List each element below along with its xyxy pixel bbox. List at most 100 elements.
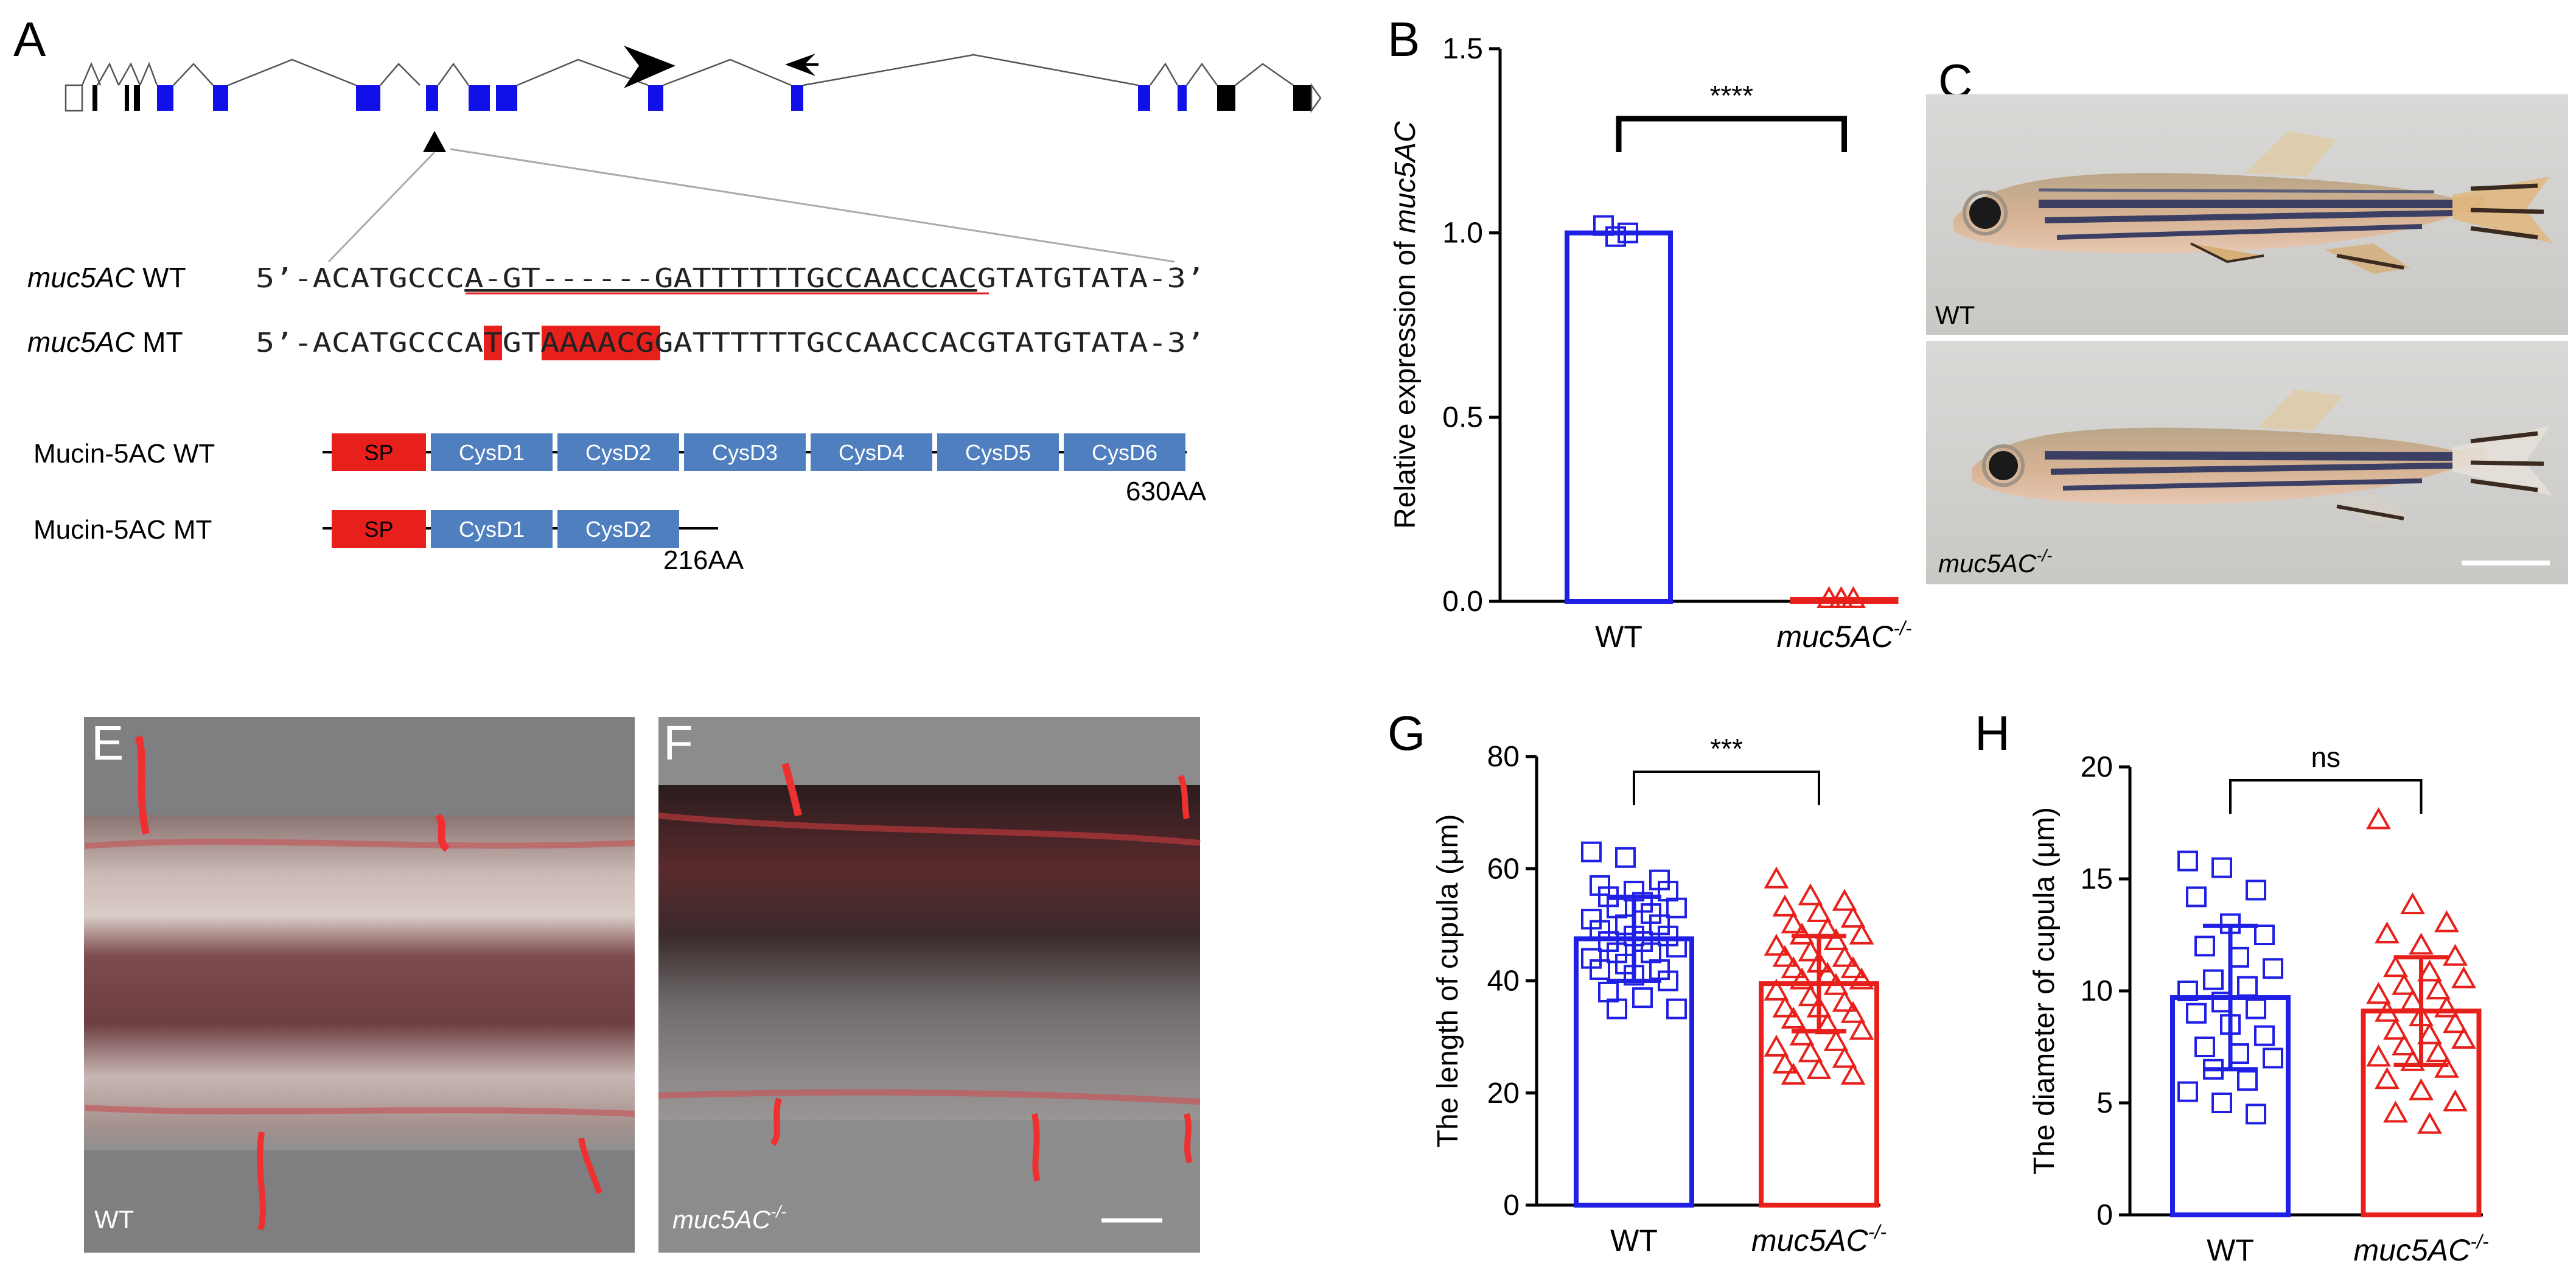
y-axis-label: Relative expression of muc5AC (1389, 121, 1422, 529)
y-tick-label: 10 (2081, 975, 2113, 1007)
data-point-mutant (2443, 943, 2468, 966)
domain-cysd4-box (811, 433, 932, 471)
wt-suffix: WT (134, 262, 186, 293)
data-point-mutant (1832, 1046, 1857, 1068)
reverse-primer-arrowhead-icon (785, 54, 815, 76)
panel-letter-f: F (663, 716, 693, 770)
significance-bracket (2229, 779, 2423, 814)
data-point-wt (2237, 976, 2258, 997)
data-point-mutant (1806, 950, 1832, 973)
photo-e-label: WT (94, 1205, 134, 1234)
photo-c-wt-fish: WT (1926, 94, 2568, 335)
data-point-wt (1658, 970, 1678, 991)
forward-primer-arrowhead-icon (624, 46, 675, 88)
data-point-mutant (2383, 955, 2408, 977)
mt-substitution-highlight (484, 326, 502, 360)
data-point-mutant (1849, 967, 1874, 990)
data-point-mutant (1815, 962, 1840, 984)
photo-f-mutant-cupula: F muc5AC-/- (658, 716, 1201, 1253)
data-point-wt (2211, 1093, 2232, 1113)
data-point-mutant (2400, 1049, 2425, 1071)
domain-cysd6-box (1064, 433, 1185, 471)
domain-cysd6-label: CysD6 (1092, 440, 1157, 465)
data-point-mutant (1798, 883, 1823, 906)
svg-text:muc5AC-/-: muc5AC-/- (1938, 546, 2053, 578)
data-point-mutant (1764, 1034, 1789, 1057)
data-point-wt (1618, 222, 1638, 243)
y-tick-label: 20 (2081, 751, 2113, 783)
data-point-mutant (2443, 1089, 2468, 1111)
domain-sp-box (332, 510, 426, 548)
y-tick-label: 1.5 (1442, 33, 1483, 65)
domain-cysd3-box (684, 433, 806, 471)
data-point-mutant (1849, 922, 1874, 945)
data-point-wt (2211, 857, 2232, 878)
x-category-label: muc5AC-/- (2354, 1231, 2489, 1267)
data-point-mutant (1823, 1029, 1849, 1051)
data-point-mutant (2417, 959, 2442, 982)
data-point-mutant (2409, 932, 2434, 955)
significance-bracket (1616, 116, 1847, 152)
data-point-mutant (2375, 1067, 2400, 1089)
photo-d-label: muc5AC (1938, 549, 2037, 578)
data-point-mutant (1840, 956, 1866, 979)
data-point-mutant (1829, 586, 1854, 608)
protein-mt-label: Mucin-5AC MT (33, 515, 212, 545)
data-point-mutant (1849, 1018, 1874, 1040)
significance-label: **** (1709, 80, 1753, 111)
domain-cysd2-box (557, 510, 679, 548)
data-point-mutant (1841, 586, 1866, 608)
data-point-wt (2263, 1047, 2283, 1069)
svg-text:muc5AC-/-: muc5AC-/- (672, 1202, 787, 1234)
data-point-mutant (1789, 922, 1815, 945)
domain-cysd3-label: CysD3 (712, 440, 778, 465)
data-point-mutant (1772, 1051, 1798, 1074)
data-point-mutant (1764, 934, 1789, 956)
data-point-wt (2203, 969, 2224, 990)
data-point-wt (2177, 1081, 2198, 1102)
data-point-mutant (2400, 892, 2425, 915)
significance-bracket (1633, 771, 1820, 805)
data-point-mutant (1764, 978, 1789, 1001)
data-point-mutant (2426, 1040, 2451, 1063)
chart-g: 0 20 40 60 80 The length of cupula (μm) WT muc5… (1432, 733, 1887, 1257)
domain-cysd5-box (937, 433, 1059, 471)
data-point-mutant (1798, 984, 1823, 1007)
data-point-mutant (1823, 928, 1849, 951)
data-point-mutant (1781, 911, 1806, 934)
data-point-wt (2194, 936, 2215, 957)
data-point-mutant (1815, 1012, 1840, 1035)
y-tick-label: 40 (1487, 965, 1520, 998)
domain-cysd2-label: CysD2 (585, 517, 651, 542)
domain-cysd4-label: CysD4 (839, 440, 904, 465)
data-point-mutant (1772, 945, 1798, 967)
data-point-mutant (2417, 1111, 2442, 1134)
wt-sequence: 5’-ACATGCCC A-GT------GATTTTTTGCCAACCAC GT… (256, 263, 1205, 294)
data-point-mutant (1840, 906, 1866, 928)
data-point-mutant (2451, 966, 2476, 988)
photo-f-label: muc5AC (672, 1205, 771, 1234)
data-point-mutant (1806, 1057, 1832, 1079)
data-point-mutant (1781, 1063, 1806, 1085)
data-point-wt (1598, 981, 1619, 1002)
domain-sp-box (332, 433, 426, 471)
y-tick-label: 0.0 (1442, 586, 1483, 618)
data-point-wt (2177, 850, 2198, 872)
data-point-mutant (1789, 1023, 1815, 1046)
data-point-wt (1624, 965, 1644, 986)
mt-insertion-highlight (542, 326, 660, 360)
data-point-wt (2237, 1070, 2258, 1091)
data-point-mutant (1798, 1040, 1823, 1063)
data-point-wt (1666, 897, 1687, 918)
mutation-site-triangle-icon (423, 131, 446, 152)
wt-gene-name: muc5AC (27, 262, 135, 293)
data-point-mutant (2451, 1026, 2476, 1049)
data-point-wt (2186, 1002, 2207, 1024)
y-axis-label: The diameter of cupula (μm) (2028, 807, 2061, 1175)
data-point-wt (2220, 1014, 2241, 1035)
data-point-mutant (1832, 945, 1857, 967)
y-tick-label: 60 (1487, 853, 1520, 885)
domain-cysd2-label: CysD2 (585, 440, 651, 465)
data-point-wt (1605, 226, 1626, 247)
data-point-wt (2211, 991, 2232, 1013)
